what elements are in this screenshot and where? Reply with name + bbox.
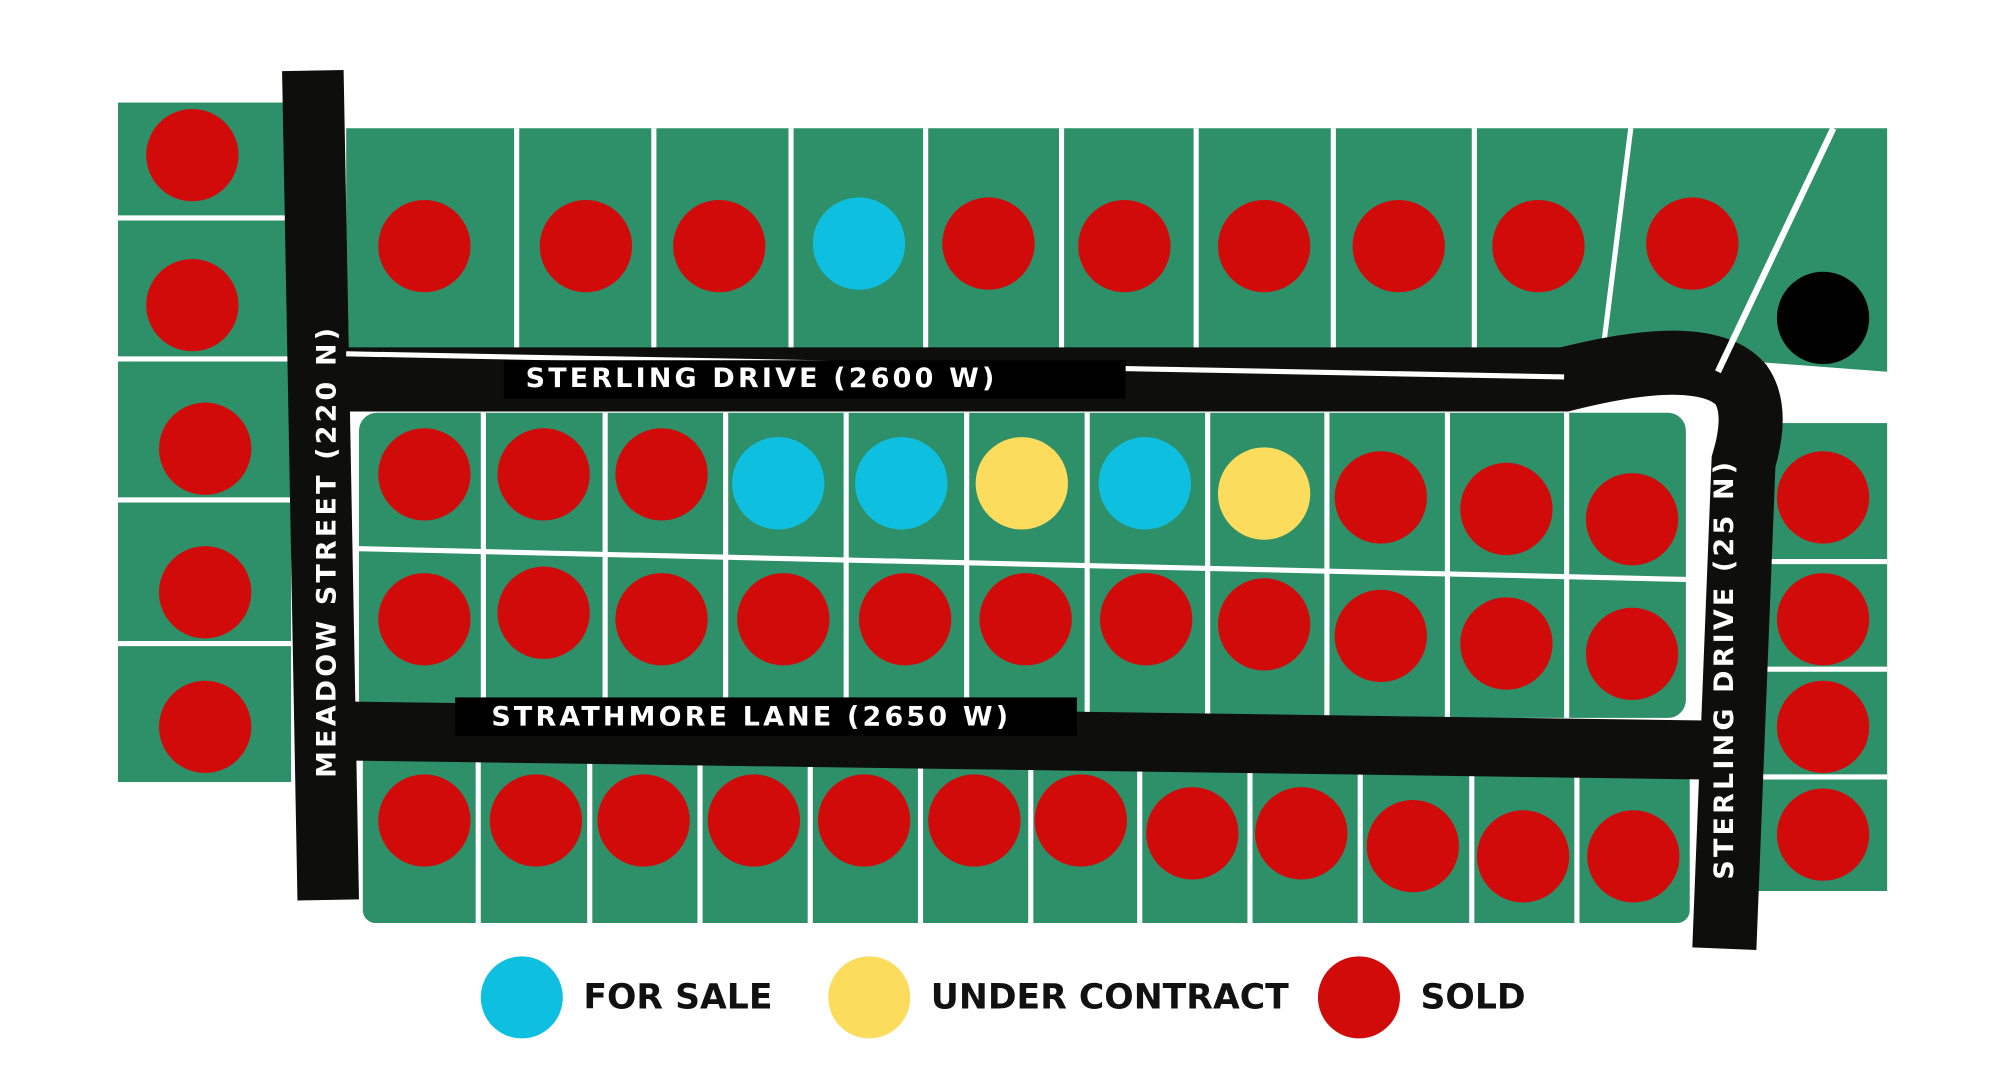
lot-marker (1217, 199, 1311, 293)
lot-marker (1460, 597, 1553, 690)
lot-marker (1099, 573, 1193, 666)
lot-marker (673, 199, 766, 293)
lot-marker (1034, 774, 1127, 867)
lot-marker (497, 566, 590, 659)
lot-marker (615, 428, 708, 521)
lot-marker (942, 197, 1035, 290)
lot-marker (817, 774, 911, 867)
lot-marker (1146, 787, 1239, 880)
street-label: MEADOW STREET (220 N) (312, 325, 343, 778)
lot-marker (1366, 799, 1459, 893)
roads: STERLING DRIVE (2600 W) STRATHMORE LANE … (282, 69, 1837, 950)
lot-marker (707, 774, 801, 867)
lot-marker (158, 402, 252, 495)
lot-marker (1492, 199, 1585, 293)
lot-marker (1255, 787, 1348, 880)
lot-marker (1352, 199, 1445, 293)
legend-label: SOLD (1421, 978, 1526, 1018)
lot-divider (1715, 126, 1837, 374)
lot-divider (1597, 127, 1634, 375)
lot-marker (975, 437, 1068, 530)
lot-marker (1217, 447, 1311, 540)
lot-marker (1585, 473, 1679, 566)
road (320, 330, 1783, 950)
street-label-box (455, 697, 1077, 736)
lot-marker (1078, 199, 1171, 293)
lot-marker (1585, 607, 1679, 700)
lot-divider (358, 546, 1686, 583)
street-label-box (503, 360, 1126, 399)
lot-marker (928, 774, 1021, 867)
lot-marker (497, 428, 590, 521)
lot-marker (378, 428, 471, 521)
lot-marker (378, 573, 471, 666)
lot-marker (158, 546, 252, 639)
street-label: STERLING DRIVE (25 N) (1709, 459, 1740, 880)
road (282, 69, 359, 901)
lot-marker (1098, 437, 1192, 530)
lot-marker (158, 680, 252, 774)
street-label: STRATHMORE LANE (2650 W) (491, 701, 1011, 732)
legend-swatch (480, 956, 563, 1039)
lot-marker (378, 199, 471, 293)
lot-marker (615, 573, 708, 666)
legend-label: UNDER CONTRACT (931, 978, 1289, 1018)
legend-swatch (1317, 956, 1400, 1039)
legend-label: FOR SALE (583, 978, 772, 1018)
lot-marker (597, 774, 690, 867)
lot-marker (1646, 197, 1739, 290)
lot-marker (146, 108, 239, 202)
lot-marker (1776, 271, 1870, 365)
lot-marker (1587, 810, 1680, 903)
lot-marker (1334, 451, 1427, 544)
lot-marker (1776, 788, 1870, 881)
lot-marker (1334, 589, 1427, 683)
lot-marker (1776, 573, 1870, 666)
lot-marker (979, 573, 1072, 666)
lot-marker (1476, 810, 1570, 903)
lot-marker (1217, 578, 1311, 671)
lot-marker (737, 573, 830, 666)
legend-swatch (828, 956, 911, 1039)
lot-marker (539, 199, 633, 293)
lot-marker (489, 774, 583, 867)
lot-marker (378, 774, 471, 867)
lot-marker (858, 573, 952, 666)
lot-marker (1776, 451, 1870, 544)
lot-marker (146, 258, 239, 352)
street-label: STERLING DRIVE (2600 W) (526, 363, 998, 394)
lot-marker (812, 197, 906, 290)
lot-marker (1460, 462, 1553, 556)
lot-marker (855, 437, 948, 530)
lot-marker (732, 437, 825, 530)
lot-marker (1776, 680, 1870, 774)
